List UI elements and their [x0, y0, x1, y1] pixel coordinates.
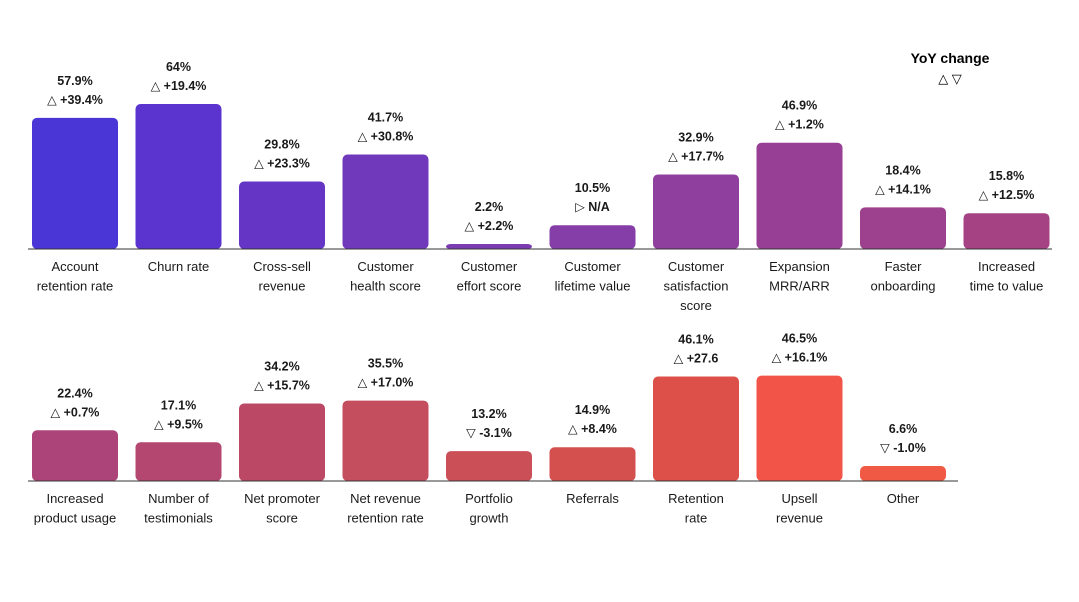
category-label: time to value: [970, 279, 1044, 294]
bar: [549, 447, 636, 481]
category-label: Increased: [978, 259, 1035, 274]
bar: [756, 375, 843, 481]
bar: [135, 104, 222, 249]
category-label: rate: [685, 511, 707, 526]
category-label: growth: [469, 511, 508, 526]
bar: [135, 442, 222, 481]
value-label: 10.5%: [575, 181, 610, 195]
yoy-change-label: △ +23.3%: [254, 156, 310, 170]
yoy-change-label: △ +9.5%: [154, 417, 203, 431]
category-label: Customer: [461, 259, 518, 274]
value-label: 14.9%: [575, 403, 610, 417]
category-label: Faster: [885, 259, 923, 274]
bar: [756, 142, 843, 249]
yoy-change-label: △ +17.7%: [668, 149, 724, 163]
bar: [860, 207, 946, 249]
bar: [446, 451, 532, 481]
yoy-change-label: △ +8.4%: [568, 422, 617, 436]
value-label: 41.7%: [368, 111, 403, 125]
yoy-change-label: △ +17.0%: [358, 376, 414, 390]
legend-symbols: △ ▽: [938, 71, 962, 86]
value-label: 57.9%: [57, 74, 92, 88]
category-label: MRR/ARR: [769, 279, 830, 294]
yoy-change-label: ▽ -1.0%: [880, 441, 926, 455]
bar: [549, 225, 636, 249]
bar: [342, 400, 429, 481]
category-label: effort score: [457, 279, 522, 294]
category-label: Customer: [564, 259, 621, 274]
bars-group: 57.9% △ +39.4% Account retention rate 64% △ +…: [28, 60, 1052, 526]
bar: [32, 430, 118, 481]
value-label: 6.6%: [889, 422, 918, 436]
value-label: 22.4%: [57, 386, 92, 400]
value-label: 13.2%: [471, 407, 506, 421]
bar: [239, 403, 325, 481]
category-label: Portfolio: [465, 491, 513, 506]
yoy-change-label: △ +15.7%: [254, 379, 310, 393]
category-label: retention rate: [347, 511, 424, 526]
bar: [32, 117, 118, 249]
category-label: Upsell: [781, 491, 817, 506]
category-label: Number of: [148, 491, 209, 506]
yoy-change-label: △ +16.1%: [772, 351, 828, 365]
bar: [446, 244, 532, 249]
category-label: Cross-sell: [253, 259, 311, 274]
bar: [653, 174, 739, 249]
category-label: Net promoter: [244, 491, 321, 506]
category-label: Account: [52, 259, 99, 274]
value-label: 46.9%: [782, 99, 817, 113]
category-label: Churn rate: [148, 259, 209, 274]
category-label: score: [680, 298, 712, 313]
value-label: 2.2%: [475, 200, 504, 214]
bar: [860, 466, 946, 481]
category-label: revenue: [776, 511, 823, 526]
category-label: score: [266, 511, 298, 526]
yoy-change-label: △ +14.1%: [875, 182, 931, 196]
value-label: 34.2%: [264, 360, 299, 374]
category-label: satisfaction: [663, 279, 728, 294]
value-label: 32.9%: [678, 130, 713, 144]
yoy-change-label: △ +1.2%: [775, 118, 824, 132]
value-label: 46.1%: [678, 333, 713, 347]
category-label: lifetime value: [555, 279, 631, 294]
value-label: 18.4%: [885, 163, 920, 177]
category-label: Other: [887, 491, 920, 506]
value-label: 64%: [166, 60, 191, 74]
value-label: 46.5%: [782, 332, 817, 346]
bar: [653, 376, 739, 481]
category-label: Net revenue: [350, 491, 421, 506]
value-label: 17.1%: [161, 398, 196, 412]
yoy-change-label: △ +39.4%: [47, 93, 103, 107]
yoy-change-label: △ +19.4%: [151, 79, 207, 93]
yoy-change-label: ▷ N/A: [575, 200, 610, 214]
category-label: Expansion: [769, 259, 830, 274]
yoy-change-label: △ +0.7%: [51, 405, 100, 419]
category-label: testimonials: [144, 511, 213, 526]
category-label: Referrals: [566, 491, 619, 506]
category-label: health score: [350, 279, 421, 294]
bar: [239, 181, 325, 249]
value-label: 29.8%: [264, 137, 299, 151]
yoy-change-label: △ +27.6: [674, 352, 719, 366]
bar: [963, 213, 1050, 249]
category-label: revenue: [259, 279, 306, 294]
value-label: 35.5%: [368, 357, 403, 371]
yoy-change-label: △ +2.2%: [465, 219, 514, 233]
category-label: Customer: [668, 259, 725, 274]
category-label: Customer: [357, 259, 414, 274]
yoy-change-label: △ +12.5%: [979, 188, 1035, 202]
yoy-change-label: △ +30.8%: [358, 130, 414, 144]
category-label: product usage: [34, 511, 116, 526]
bar: [342, 154, 429, 249]
legend-title: YoY change: [911, 50, 990, 66]
yoy-change-label: ▽ -3.1%: [466, 426, 512, 440]
value-label: 15.8%: [989, 169, 1024, 183]
category-label: retention rate: [37, 279, 114, 294]
category-label: Increased: [46, 491, 103, 506]
category-label: Retention: [668, 491, 724, 506]
category-label: onboarding: [870, 279, 935, 294]
